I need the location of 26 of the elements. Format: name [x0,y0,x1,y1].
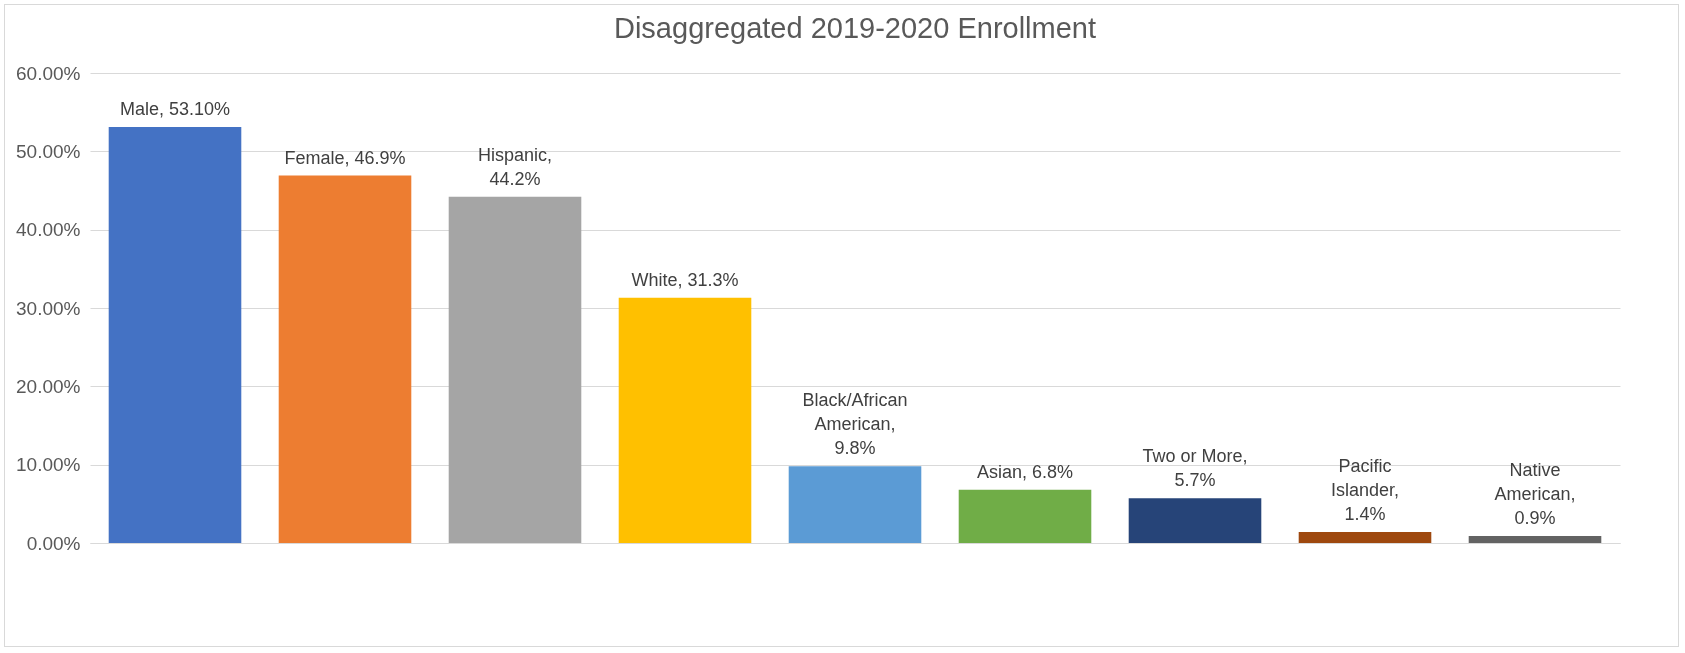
bar [958,489,1092,543]
y-tick-label: 60.00% [16,62,81,84]
bar [278,175,412,543]
y-tick-label: 20.00% [16,375,81,397]
data-label: Pacific Islander, 1.4% [1330,456,1400,525]
data-label: Native American, 0.9% [1494,459,1576,528]
bar [618,297,752,543]
data-label: Two or More, 5.7% [1142,446,1248,491]
data-label: Asian, 6.8% [976,461,1074,482]
y-tick-label: 0.00% [26,532,81,554]
y-tick-label: 30.00% [16,297,81,319]
y-tick-label: 10.00% [16,454,81,476]
bar [1468,535,1602,543]
bar [1128,498,1262,543]
bar [108,127,242,543]
data-label: Male, 53.10% [119,99,231,120]
y-tick-label: 40.00% [16,219,81,241]
bar [448,196,582,543]
data-label: Black/African American, 9.8% [802,390,908,459]
data-label: Hispanic, 44.2% [477,144,553,189]
data-label: White, 31.3% [631,269,739,290]
data-label: Female, 46.9% [284,147,406,168]
y-tick-label: 50.00% [16,140,81,162]
bar [788,466,922,543]
bar [1298,532,1432,543]
chart-title: Disaggregated 2019-2020 Enrollment [613,12,1097,44]
